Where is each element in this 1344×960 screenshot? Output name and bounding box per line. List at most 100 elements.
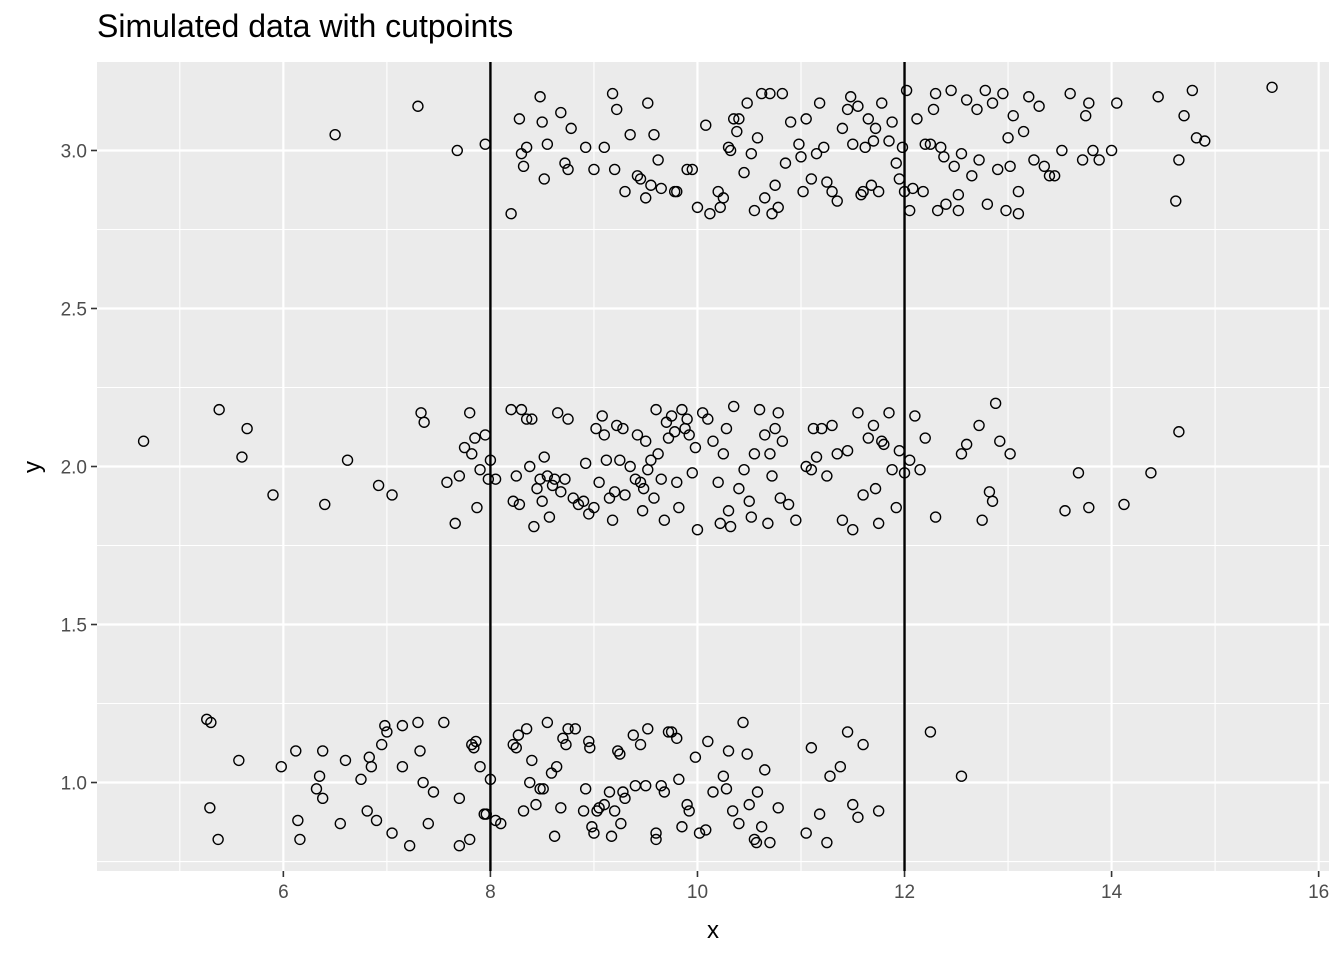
data-point — [769, 422, 781, 435]
data-point — [608, 805, 621, 817]
data-point — [655, 182, 667, 195]
data-point — [441, 476, 453, 489]
data-point — [579, 141, 592, 154]
data-point — [929, 87, 942, 100]
data-point — [422, 817, 434, 830]
data-point — [909, 410, 921, 422]
data-point — [316, 745, 329, 757]
data-point — [583, 735, 595, 748]
data-point — [671, 732, 683, 744]
data-point — [869, 122, 882, 135]
data-point — [562, 413, 574, 425]
data-point — [543, 511, 556, 523]
data-point — [650, 827, 662, 839]
data-points — [137, 81, 1278, 852]
data-point — [469, 432, 481, 444]
data-point — [598, 429, 610, 441]
data-point — [236, 451, 248, 463]
data-point — [869, 482, 882, 495]
data-point — [381, 726, 393, 738]
data-point — [893, 173, 906, 185]
data-point — [624, 460, 636, 473]
data-point — [673, 773, 685, 786]
data-point — [603, 786, 616, 798]
data-point — [1064, 87, 1076, 100]
data-point — [720, 422, 733, 435]
data-point — [468, 742, 480, 754]
data-point — [662, 432, 675, 444]
data-point — [464, 833, 476, 846]
data-point — [1266, 81, 1278, 93]
data-point — [526, 413, 538, 425]
data-point — [745, 147, 758, 160]
data-point — [981, 198, 994, 210]
data-point — [755, 87, 768, 100]
data-point — [824, 770, 836, 782]
data-point — [914, 463, 926, 476]
data-point — [1152, 91, 1164, 103]
data-point — [648, 492, 660, 504]
data-point — [379, 719, 391, 732]
data-point — [650, 833, 662, 846]
data-point — [1002, 132, 1014, 144]
data-point — [717, 192, 730, 204]
data-point — [569, 723, 582, 735]
data-point — [341, 454, 354, 466]
data-point — [526, 754, 538, 767]
data-point — [417, 776, 429, 789]
data-point — [652, 448, 664, 460]
data-point — [691, 201, 704, 214]
x-tick-label: 14 — [1101, 882, 1123, 903]
data-point — [386, 489, 398, 501]
data-point — [704, 207, 716, 220]
data-point — [994, 435, 1006, 447]
data-point — [847, 138, 859, 150]
data-point — [1000, 204, 1012, 217]
y-tick-label: 2.5 — [61, 299, 87, 320]
data-point — [608, 486, 621, 498]
data-point — [940, 198, 952, 210]
data-point — [952, 204, 965, 217]
data-point — [671, 185, 683, 198]
data-point — [658, 514, 671, 526]
data-point — [316, 792, 329, 805]
data-point — [640, 779, 652, 792]
data-point — [137, 435, 150, 447]
data-point — [689, 441, 702, 454]
data-point — [513, 113, 526, 125]
y-tick-label: 1.0 — [61, 774, 87, 795]
x-tick-label: 6 — [278, 882, 289, 903]
data-point — [376, 738, 388, 751]
data-point — [831, 195, 843, 207]
data-point — [686, 467, 698, 479]
x-tick-label: 16 — [1308, 882, 1329, 903]
data-point — [640, 435, 652, 447]
data-point — [948, 160, 960, 172]
data-point — [720, 783, 733, 795]
data-point — [1004, 160, 1016, 172]
data-point — [714, 517, 726, 530]
data-point — [872, 517, 885, 530]
data-point — [924, 138, 937, 150]
data-point — [495, 817, 507, 830]
data-point — [766, 207, 778, 220]
data-point — [1111, 97, 1123, 109]
data-point — [979, 84, 991, 97]
data-point — [691, 524, 704, 536]
data-point — [640, 192, 652, 204]
data-point — [731, 125, 743, 138]
data-point — [769, 179, 781, 191]
data-point — [745, 511, 758, 523]
data-point — [834, 761, 847, 773]
data-point — [642, 97, 654, 109]
data-point — [1033, 100, 1045, 112]
data-point — [759, 192, 771, 204]
data-point — [611, 419, 623, 432]
data-point — [590, 422, 602, 435]
data-point — [577, 495, 590, 507]
data-point — [893, 444, 906, 457]
data-point — [241, 422, 253, 435]
data-point — [755, 821, 768, 833]
data-point — [530, 798, 542, 811]
data-point — [764, 836, 776, 849]
